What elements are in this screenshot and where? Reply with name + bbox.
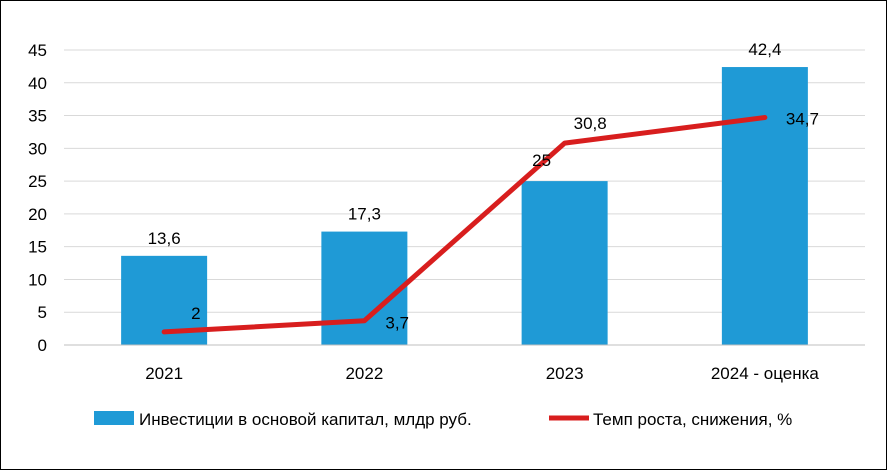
y-tick-label: 20: [28, 205, 47, 224]
bar: [522, 181, 608, 345]
line-series: [164, 117, 765, 332]
y-tick-label: 15: [28, 238, 47, 257]
x-tick-label: 2022: [345, 364, 383, 383]
y-tick-label: 30: [28, 139, 47, 158]
y-tick-label: 45: [28, 41, 47, 60]
bar-series: [121, 67, 808, 345]
data-labels: 13,6 17,3 25 42,4 2 3,7 30,8 34,7: [148, 40, 819, 333]
y-tick-label: 25: [28, 172, 47, 191]
y-tick-label: 10: [28, 270, 47, 289]
legend-label-bar: Инвестиции в основой капитал, млдр руб.: [139, 410, 472, 429]
x-axis: 2021 2022 2023 2024 - оценка: [64, 345, 865, 383]
y-tick-label: 40: [28, 74, 47, 93]
line-data-label: 2: [191, 304, 200, 323]
bar-data-label: 25: [532, 151, 551, 170]
x-tick-label: 2021: [145, 364, 183, 383]
y-tick-label: 0: [38, 336, 47, 355]
y-tick-label: 35: [28, 107, 47, 126]
line-data-label: 3,7: [385, 314, 409, 333]
x-tick-label: 2024 - оценка: [711, 364, 820, 383]
bar-data-label: 42,4: [748, 40, 781, 59]
bar-data-label: 17,3: [348, 205, 381, 224]
line-path: [164, 118, 765, 332]
line-data-label: 34,7: [786, 110, 819, 129]
x-tick-label: 2023: [546, 364, 584, 383]
bar-data-label: 13,6: [148, 229, 181, 248]
legend-swatch-bar: [94, 411, 134, 425]
legend-label-line: Темп роста, снижения, %: [593, 410, 792, 429]
y-axis: 0 5 10 15 20 25 30 35 40 45: [28, 41, 47, 355]
y-tick-label: 5: [38, 303, 47, 322]
legend: Инвестиции в основой капитал, млдр руб. …: [94, 410, 792, 429]
line-data-label: 30,8: [574, 114, 607, 133]
